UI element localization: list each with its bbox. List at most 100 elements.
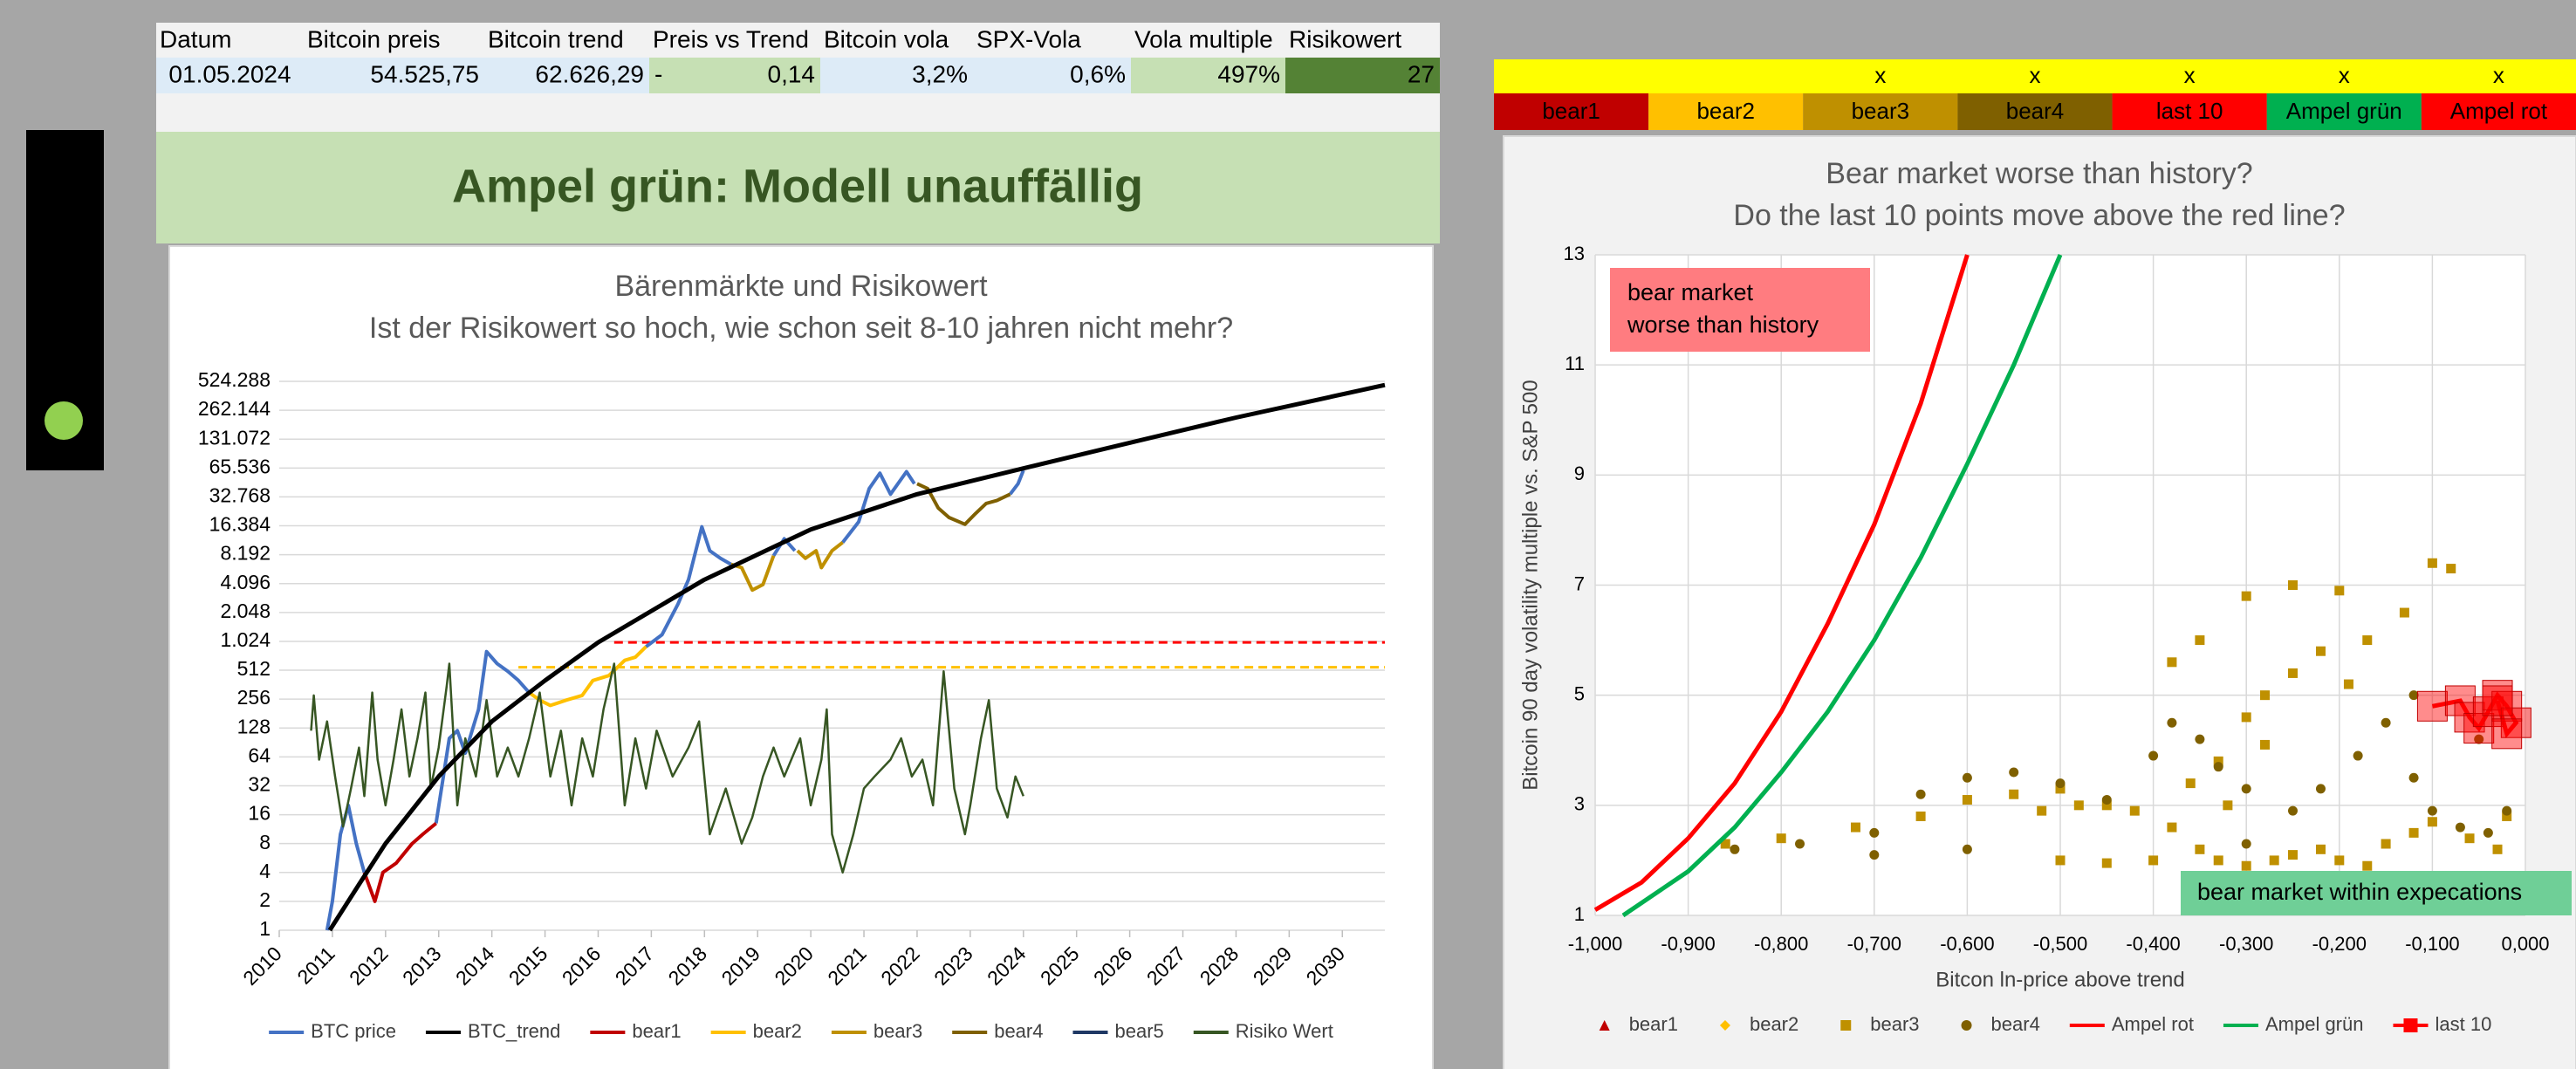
y-tick-label: 1.024 xyxy=(220,628,271,651)
ampel-flag: x xyxy=(2493,62,2504,88)
point xyxy=(1776,833,1786,844)
legend: BTC price BTC_trend bear1 bear2 bear3 bear4 be… xyxy=(269,1020,1333,1042)
table-value: - xyxy=(654,60,662,87)
x-tick-label: -0,700 xyxy=(1847,933,1901,955)
point xyxy=(1720,839,1730,849)
legend-label: bear1 xyxy=(632,1020,681,1042)
point xyxy=(2009,767,2019,778)
y-tick-label: 8.192 xyxy=(220,542,271,565)
y-tick-label: 512 xyxy=(237,657,271,680)
series-line xyxy=(796,541,844,570)
legend-label: Risiko Wert xyxy=(1236,1020,1333,1042)
x-tick-label: 0,000 xyxy=(2501,933,2549,955)
y-tick-label: 2.048 xyxy=(220,600,271,622)
ampel-label: Ampel grün xyxy=(2286,98,2402,124)
x-tick-label: -0,600 xyxy=(1940,933,1994,955)
table-value: 497% xyxy=(1217,60,1280,87)
point xyxy=(2167,657,2177,668)
y-tick-label: 131.072 xyxy=(198,426,271,449)
annotation-box xyxy=(2181,871,2572,915)
y-tick-label: 9 xyxy=(1574,463,1585,484)
point xyxy=(2362,860,2373,871)
y-tick-label: 32 xyxy=(248,773,271,796)
x-tick-label: -0,300 xyxy=(2219,933,2273,955)
table-value: 27 xyxy=(1408,60,1435,87)
y-tick-label: 32.768 xyxy=(209,483,271,506)
point xyxy=(2315,646,2326,656)
y-tick-label: 16 xyxy=(248,802,271,825)
point xyxy=(2241,712,2251,723)
point xyxy=(2381,717,2391,728)
point xyxy=(2446,564,2456,574)
table-header: Preis vs Trend xyxy=(653,25,809,52)
ampel-label: bear3 xyxy=(1852,98,1910,124)
series-line xyxy=(1593,254,1970,912)
point xyxy=(2055,784,2066,794)
point xyxy=(2455,822,2465,833)
series-line xyxy=(841,469,916,544)
point xyxy=(1850,822,1860,833)
table-header: Vola multiple xyxy=(1134,25,1273,52)
table-header: SPX-Vola xyxy=(976,25,1081,52)
y-tick-label: 4.096 xyxy=(220,571,271,593)
ampel-cell xyxy=(2266,93,2422,130)
chart-subtitle: Do the last 10 points move above the red… xyxy=(1733,199,2345,232)
x-tick-label: -0,800 xyxy=(1754,933,1808,955)
ampel-flag: x xyxy=(2030,62,2041,88)
series-line xyxy=(2431,691,2519,739)
table-value: 0,14 xyxy=(768,60,816,87)
chart-title: Bear market worse than history? xyxy=(1826,157,2252,190)
banner-text: Ampel grün: Modell unauffällig xyxy=(452,160,1143,212)
legend-label: bear1 xyxy=(1629,1013,1678,1035)
legend-label: bear2 xyxy=(1750,1013,1798,1035)
legend-label: bear5 xyxy=(1114,1020,1163,1042)
y-axis-label: Bitcoin 90 day volatility multiple vs. S… xyxy=(1518,380,1542,790)
point xyxy=(2427,558,2437,568)
y-tick-label: 3 xyxy=(1574,793,1585,815)
point xyxy=(1915,811,1926,821)
ampel-cell xyxy=(1957,93,2113,130)
point xyxy=(2213,756,2223,766)
ampel-flag: x xyxy=(2339,62,2350,88)
table-value: 3,2% xyxy=(912,60,968,87)
y-tick-label: 13 xyxy=(1564,243,1585,264)
point xyxy=(2101,800,2112,811)
series-line xyxy=(916,482,1011,526)
y-tick-label: 1 xyxy=(1574,903,1585,925)
point xyxy=(2241,839,2251,849)
point xyxy=(2167,717,2177,728)
table-header: Bitcoin trend xyxy=(488,25,624,52)
point xyxy=(2408,772,2419,783)
table-header: Risikowert xyxy=(1289,25,1401,52)
point xyxy=(1730,844,1740,854)
series-line xyxy=(1009,469,1025,496)
table-cell xyxy=(973,58,1131,93)
point xyxy=(2444,685,2476,716)
point xyxy=(1962,844,1972,854)
legend-swatch xyxy=(1961,1020,1972,1031)
legend-label: bear2 xyxy=(753,1020,802,1042)
legend-label: bear3 xyxy=(874,1020,922,1042)
point xyxy=(2502,805,2512,816)
flag-row xyxy=(1494,59,2576,93)
legend-label: bear4 xyxy=(994,1020,1043,1042)
y-tick-label: 7 xyxy=(1574,572,1585,594)
series-line xyxy=(528,645,647,708)
point xyxy=(2472,696,2504,728)
point xyxy=(2353,750,2363,761)
point xyxy=(2334,855,2345,866)
ampel-label: bear4 xyxy=(2006,98,2065,124)
legend-label: BTC price xyxy=(311,1020,396,1042)
point xyxy=(1915,789,1926,799)
x-tick-label: -1,000 xyxy=(1568,933,1622,955)
annotation-line: worse than history xyxy=(1627,312,1819,338)
ampel-cell xyxy=(2421,93,2576,130)
table-value: 01.05.2024 xyxy=(168,60,291,87)
ampel-cell xyxy=(1803,93,1958,130)
point xyxy=(2482,685,2513,716)
line-chart-panel xyxy=(168,245,1434,1069)
point xyxy=(2482,680,2513,711)
series-line xyxy=(1621,254,2063,918)
ampel-label: last 10 xyxy=(2156,98,2223,124)
